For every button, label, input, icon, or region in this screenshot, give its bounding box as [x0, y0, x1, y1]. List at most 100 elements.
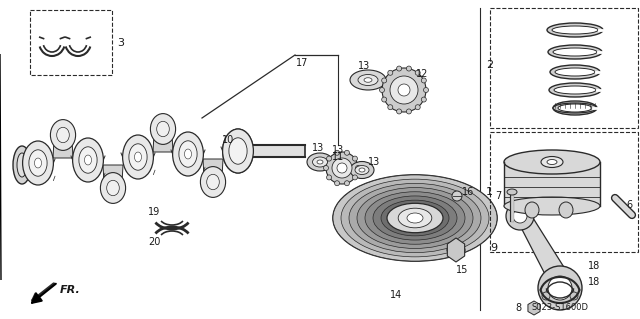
Text: 6: 6 [626, 200, 632, 210]
Ellipse shape [447, 245, 465, 255]
Ellipse shape [550, 65, 600, 79]
Ellipse shape [549, 83, 601, 97]
Text: 10: 10 [222, 135, 234, 145]
Polygon shape [103, 165, 123, 183]
Ellipse shape [552, 26, 598, 34]
Polygon shape [53, 140, 73, 158]
Ellipse shape [100, 173, 125, 204]
Text: 18: 18 [588, 277, 600, 287]
Ellipse shape [559, 202, 573, 218]
Ellipse shape [234, 146, 241, 156]
Ellipse shape [333, 175, 497, 261]
Text: 7: 7 [495, 191, 501, 201]
Bar [490, 8, 638, 128]
Ellipse shape [207, 174, 220, 190]
Circle shape [406, 66, 412, 71]
Text: 17: 17 [296, 58, 308, 68]
Circle shape [388, 105, 393, 110]
Text: 16: 16 [462, 187, 474, 197]
Ellipse shape [179, 141, 197, 167]
Circle shape [538, 266, 582, 310]
Circle shape [397, 66, 402, 71]
Circle shape [421, 78, 426, 83]
Circle shape [382, 68, 426, 112]
Ellipse shape [355, 166, 369, 174]
Ellipse shape [548, 45, 602, 59]
Ellipse shape [553, 101, 597, 115]
Circle shape [381, 78, 387, 83]
Polygon shape [0, 54, 1, 280]
Circle shape [406, 109, 412, 114]
Ellipse shape [57, 127, 69, 143]
Ellipse shape [200, 167, 226, 197]
Circle shape [388, 70, 393, 75]
Ellipse shape [350, 161, 374, 179]
Ellipse shape [365, 192, 465, 244]
Ellipse shape [381, 200, 449, 236]
Text: 1: 1 [486, 187, 493, 197]
Text: 11: 11 [332, 152, 344, 162]
Ellipse shape [123, 135, 154, 179]
Ellipse shape [398, 208, 432, 228]
Text: FR.: FR. [60, 285, 81, 295]
Circle shape [326, 175, 332, 180]
Bar [504, 162, 600, 206]
Ellipse shape [555, 68, 595, 76]
Circle shape [381, 97, 387, 102]
Ellipse shape [79, 147, 97, 173]
Ellipse shape [525, 202, 539, 218]
Circle shape [452, 191, 462, 201]
Circle shape [353, 175, 358, 180]
Ellipse shape [558, 104, 592, 112]
Ellipse shape [22, 141, 53, 185]
Ellipse shape [357, 188, 473, 249]
Ellipse shape [364, 78, 372, 82]
Ellipse shape [35, 158, 42, 168]
Ellipse shape [223, 129, 253, 173]
Circle shape [513, 209, 527, 223]
Ellipse shape [407, 213, 423, 223]
Ellipse shape [312, 157, 328, 167]
Circle shape [337, 163, 347, 173]
Ellipse shape [107, 180, 119, 196]
Ellipse shape [84, 155, 92, 165]
Bar [490, 132, 638, 252]
Text: 14: 14 [390, 290, 403, 300]
Ellipse shape [349, 183, 481, 253]
Text: S023-S1600D: S023-S1600D [531, 303, 589, 313]
Text: 2: 2 [486, 60, 493, 70]
Ellipse shape [359, 168, 365, 172]
Circle shape [355, 166, 360, 170]
Circle shape [326, 152, 358, 184]
Ellipse shape [387, 203, 443, 233]
Ellipse shape [350, 70, 386, 90]
Circle shape [332, 158, 352, 178]
Polygon shape [512, 210, 572, 292]
Circle shape [335, 150, 340, 155]
Circle shape [542, 292, 550, 300]
Circle shape [344, 181, 349, 186]
Circle shape [380, 87, 385, 93]
Ellipse shape [173, 132, 204, 176]
Ellipse shape [504, 197, 600, 215]
Bar [252, 145, 305, 157]
Ellipse shape [184, 149, 191, 159]
Ellipse shape [333, 175, 497, 261]
Text: 13: 13 [332, 145, 344, 155]
Polygon shape [447, 238, 465, 262]
Text: 12: 12 [416, 69, 428, 79]
Text: 13: 13 [312, 143, 324, 153]
Ellipse shape [504, 150, 600, 174]
Circle shape [390, 76, 418, 104]
Text: 19: 19 [148, 207, 160, 217]
Circle shape [326, 156, 332, 161]
Ellipse shape [17, 153, 27, 177]
Ellipse shape [553, 103, 597, 113]
Text: 9: 9 [490, 243, 497, 253]
Bar [30, 10, 112, 75]
Ellipse shape [341, 179, 489, 257]
Ellipse shape [541, 157, 563, 167]
Polygon shape [203, 159, 223, 177]
Ellipse shape [150, 114, 175, 145]
Circle shape [506, 202, 534, 230]
